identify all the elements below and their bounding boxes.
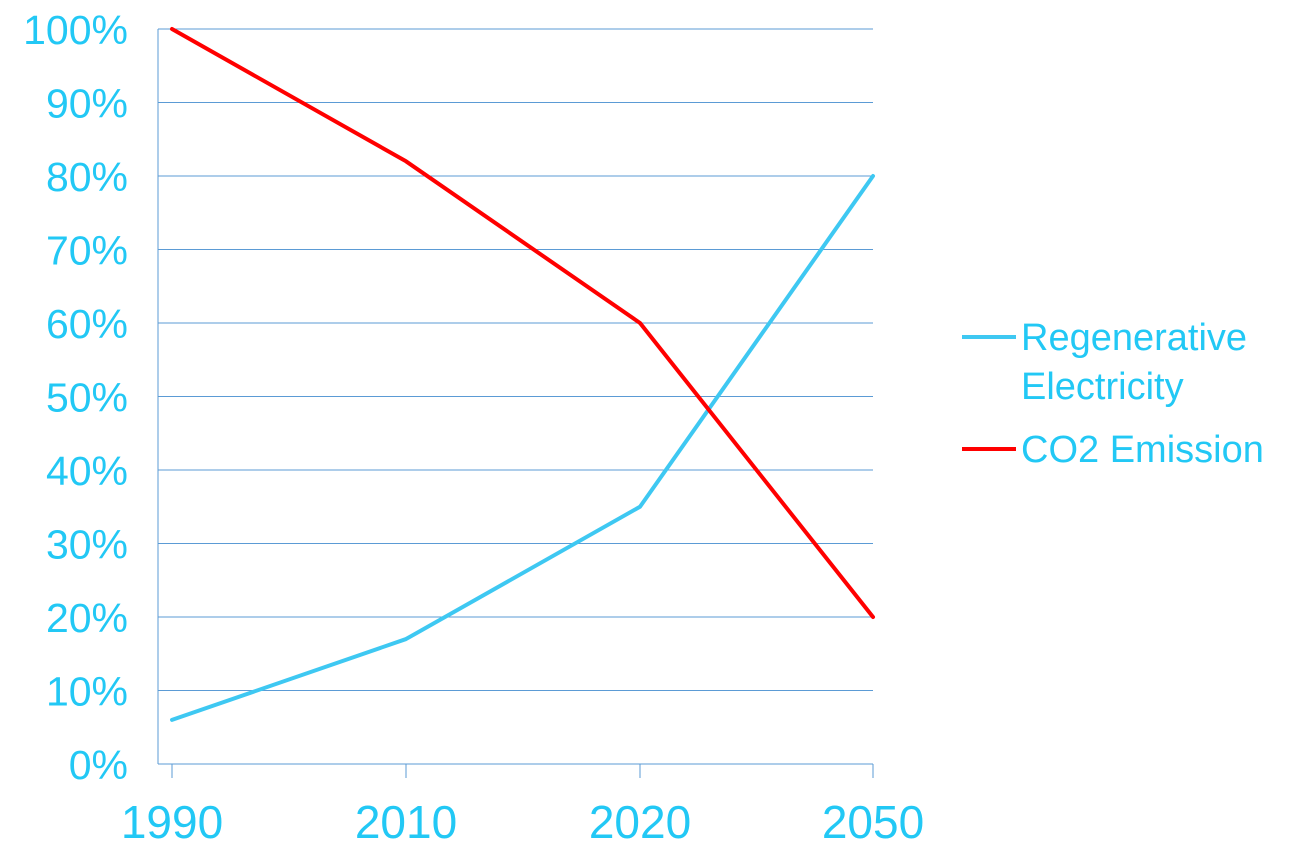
x-tick-labels: 1990 2010 2020 2050	[121, 796, 924, 843]
legend-label: Electricity	[1021, 366, 1184, 408]
series-line-co2-emission	[170, 27, 875, 619]
y-tick-label: 0%	[69, 742, 128, 788]
y-tick-label: 100%	[23, 7, 128, 53]
x-tick-label: 2050	[822, 796, 924, 843]
y-tick-label: 10%	[46, 669, 128, 715]
series-line-regenerative-electricity	[170, 174, 875, 722]
y-tick-label: 30%	[46, 522, 128, 568]
x-tick-label: 2010	[355, 796, 457, 843]
y-tick-label: 20%	[46, 595, 128, 641]
y-tick-labels: 0% 10% 20% 30% 40% 50% 60% 70% 80% 90% 100%	[23, 7, 128, 788]
axes	[157, 29, 874, 778]
x-tick-label: 1990	[121, 796, 223, 843]
gridlines	[158, 28, 873, 691]
legend-label: CO2 Emission	[1021, 429, 1264, 471]
y-tick-label: 90%	[46, 81, 128, 127]
y-tick-label: 50%	[46, 375, 128, 421]
y-tick-label: 40%	[46, 448, 128, 494]
series-lines	[170, 27, 875, 722]
y-tick-label: 70%	[46, 228, 128, 274]
x-tick-label: 2020	[589, 796, 691, 843]
y-tick-label: 80%	[46, 154, 128, 200]
y-tick-label: 60%	[46, 301, 128, 347]
legend-label: Regenerative	[1021, 317, 1247, 359]
legend: Regenerative Electricity CO2 Emission	[962, 317, 1264, 471]
